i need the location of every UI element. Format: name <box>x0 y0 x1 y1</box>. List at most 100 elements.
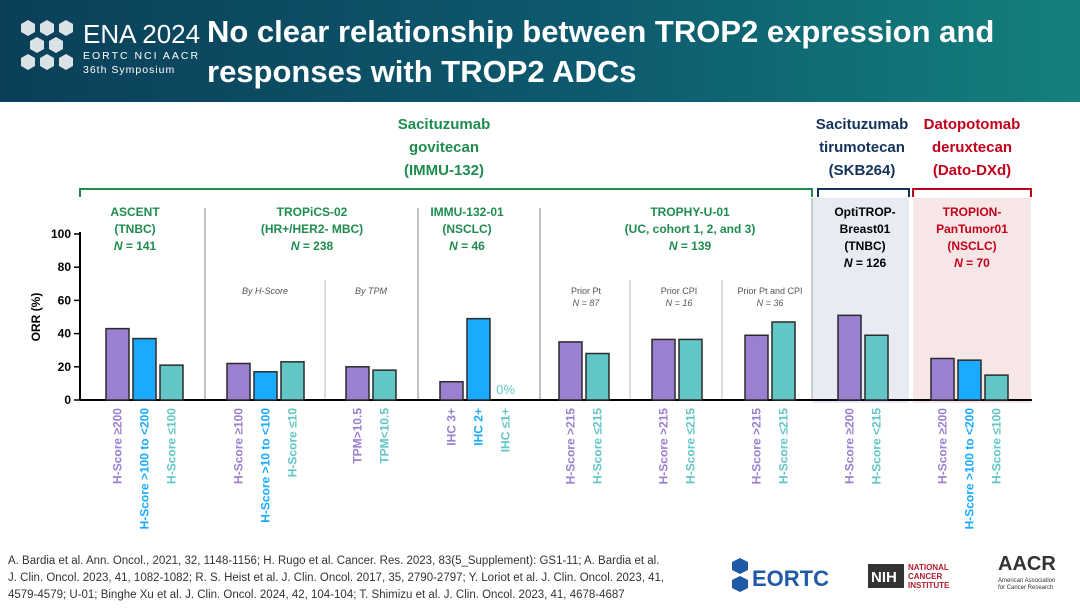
bar <box>744 334 769 401</box>
y-tick-label: 80 <box>58 260 72 274</box>
orr-bar-chart: Sacituzumab govitecan (IMMU-132) Sacituzuma… <box>29 116 1032 530</box>
chart-area: Sacituzumab govitecan (IMMU-132) Sacituzuma… <box>0 102 1080 552</box>
x-tick-label: H-Score >100 to <200 <box>138 408 152 530</box>
x-tick-label: H-Score ≥100 <box>232 408 246 484</box>
x-tick-label: H-Score ≤215 <box>777 408 791 484</box>
x-tick-label: H-Score <215 <box>870 408 884 485</box>
drug-label: Sacituzumab <box>816 116 909 133</box>
drug-label: Datopotomab <box>924 116 1021 133</box>
ena-hexagon-logo <box>21 20 73 70</box>
x-tick-label: TPM<10.5 <box>378 408 392 464</box>
subgroup-label: Prior Pt <box>571 286 602 296</box>
y-axis-title: ORR (%) <box>29 293 43 342</box>
bar <box>226 362 251 401</box>
svg-text:AACR: AACR <box>998 553 1056 575</box>
x-tick-label: H-Score >100 to <200 <box>963 408 977 530</box>
brand-title: ENA 2024 <box>83 19 201 49</box>
x-tick-label: H-Score >215 <box>657 408 671 485</box>
bar <box>585 352 610 401</box>
x-tick-label: H-Score >215 <box>564 408 578 485</box>
brand-subtitle: EORTC NCI AACR <box>83 50 201 62</box>
x-tick-label: H-Score >10 to <100 <box>259 408 273 523</box>
reference-line: J. Clin. Oncol. 2023, 41, 1082-1082; R. … <box>8 572 665 584</box>
subgroup-label: N = 36 <box>757 298 784 308</box>
drug-label: Sacituzumab <box>398 116 491 133</box>
trial-label: N = 139 <box>669 239 712 253</box>
eortc-logo: EORTC <box>732 558 829 592</box>
trial-label: Breast01 <box>840 222 891 236</box>
bar <box>105 327 130 401</box>
trial-label: (TNBC) <box>114 222 155 236</box>
references: A. Bardia et al. Ann. Oncol., 2021, 32, … <box>8 553 698 604</box>
x-tick-label: H-Score ≥200 <box>111 408 125 484</box>
slide-title: No clear relationship between TROP2 expr… <box>207 14 995 89</box>
trial-label: ASCENT <box>110 205 160 219</box>
drug-label: tirumotecan <box>819 139 905 156</box>
bar <box>280 361 305 401</box>
trial-label: IMMU-132-01 <box>430 205 504 219</box>
bar <box>984 374 1009 401</box>
drug-label: (IMMU-132) <box>404 162 484 179</box>
drug-bracket <box>912 188 1032 197</box>
svg-text:American Association: American Association <box>998 578 1055 584</box>
header-banner: ENA 2024 EORTC NCI AACR 36th Symposium N… <box>0 0 1080 102</box>
x-tick-label: H-Score ≤100 <box>990 408 1004 484</box>
svg-text:NATIONAL: NATIONAL <box>908 563 949 572</box>
nih-nci-logo: NIH NATIONAL CANCER INSTITUTE <box>868 563 950 590</box>
y-tick-label: 60 <box>58 293 72 307</box>
bar <box>253 371 278 401</box>
x-tick-label: TPM>10.5 <box>351 408 365 464</box>
bar <box>132 337 157 401</box>
trial-label: OptiTROP- <box>834 205 895 219</box>
bar <box>439 380 464 401</box>
drug-label: (Dato-DXd) <box>933 162 1011 179</box>
brand-block: ENA 2024 EORTC NCI AACR 36th Symposium <box>83 20 200 76</box>
aacr-logo: AACR American Association for Cancer Res… <box>998 553 1056 591</box>
trial-label: N = 238 <box>291 239 334 253</box>
drug-bracket <box>817 188 910 197</box>
bar <box>558 341 583 401</box>
bar <box>837 314 862 401</box>
y-tick-label: 20 <box>58 360 72 374</box>
x-tick-label: H-Score ≤100 <box>165 408 179 484</box>
bar <box>466 317 491 401</box>
svg-text:NIH: NIH <box>871 569 897 586</box>
svg-text:for Cancer Research: for Cancer Research <box>998 585 1053 591</box>
drug-bracket <box>79 188 813 197</box>
drug-label: (SKB264) <box>829 162 896 179</box>
bar <box>345 366 370 401</box>
bar <box>930 357 955 401</box>
sponsor-logos: EORTC NIH NATIONAL CANCER INSTITUTE AACR… <box>732 553 1056 592</box>
y-tick-label: 40 <box>58 327 72 341</box>
trial-label: N = 126 <box>844 256 887 270</box>
svg-text:EORTC: EORTC <box>752 566 829 591</box>
trial-label: TROPiCS-02 <box>277 205 348 219</box>
x-tick-label: H-Score ≤10 <box>286 408 300 478</box>
trial-label: N = 70 <box>954 256 990 270</box>
x-tick-label: H-Score ≥200 <box>936 408 950 484</box>
drug-label: deruxtecan <box>932 139 1012 156</box>
bar <box>372 369 397 401</box>
bar <box>771 321 796 401</box>
y-tick-label: 0 <box>64 393 71 407</box>
drug-label: govitecan <box>409 139 479 156</box>
x-tick-label: IHC 3+ <box>445 408 459 446</box>
trial-label: PanTumor01 <box>936 222 1008 236</box>
brand-symposium: 36th Symposium <box>83 64 176 76</box>
trial-label: TROPHY-U-01 <box>650 205 730 219</box>
subgroup-label: N = 16 <box>666 298 693 308</box>
x-tick-label: H-Score >215 <box>750 408 764 485</box>
subgroup-label: Prior Pt and CPI <box>737 286 802 296</box>
bar <box>864 334 889 401</box>
trial-label: N = 141 <box>114 239 157 253</box>
x-tick-label: H-Score ≥200 <box>843 408 857 484</box>
trial-label: (TNBC) <box>844 239 885 253</box>
bar <box>651 338 676 401</box>
bar <box>957 359 982 401</box>
y-tick-label: 100 <box>51 227 71 241</box>
subgroup-label: N = 87 <box>573 298 601 308</box>
trial-label: (UC, cohort 1, 2, and 3) <box>625 222 756 236</box>
subgroup-label: Prior CPI <box>661 286 698 296</box>
reference-line: 4579-4579; U-01; Binghe Xu et al. J. Cli… <box>8 589 625 601</box>
reference-line: A. Bardia et al. Ann. Oncol., 2021, 32, … <box>8 555 660 567</box>
